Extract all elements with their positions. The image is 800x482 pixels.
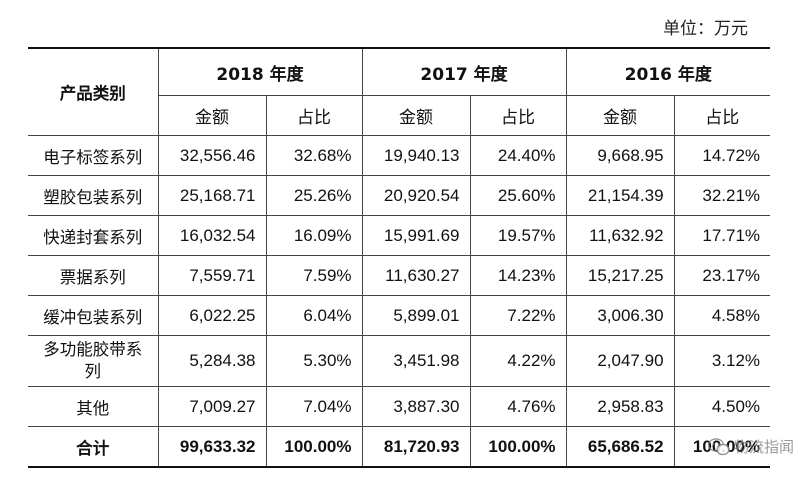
category-header: 产品类别 [28,47,159,136]
amount-cell: 2,047.90 [565,335,675,387]
amount-cell: 5,284.38 [157,335,267,387]
amount-cell: 32,556.46 [157,135,267,176]
ratio-cell: 25.26% [265,175,363,216]
ratio-cell: 14.23% [469,255,567,296]
category-cell: 其他 [28,386,159,427]
ratio-cell: 7.59% [265,255,363,296]
ratio-cell: 16.09% [265,215,363,256]
wechat-icon [707,437,730,455]
amount-cell: 65,686.52 [565,426,675,468]
category-cell: 电子标签系列 [28,135,159,176]
ratio-cell: 19.57% [469,215,567,256]
table-row: 多功能胶带系列 5,284.38 5.30% 3,451.98 4.22% 2,047.9… [28,335,771,387]
table-row: 电子标签系列 32,556.46 32.68% 19,940.13 24.40% 9,66… [28,135,771,176]
ratio-header: 占比 [469,95,567,136]
table-row: 快递封套系列 16,032.54 16.09% 15,991.69 19.57% 11,6… [28,215,771,256]
amount-header: 金额 [158,95,267,136]
table-row: 缓冲包装系列 6,022.25 6.04% 5,899.01 7.22% 3,006.30… [28,295,771,336]
amount-cell: 3,006.30 [565,295,675,336]
category-cell: 快递封套系列 [28,215,159,256]
amount-cell: 21,154.39 [565,175,675,216]
ratio-cell: 6.04% [265,295,363,336]
ratio-cell: 100.00% [469,426,567,468]
ratio-cell: 23.17% [673,255,771,296]
table-row: 塑胶包装系列 25,168.71 25.26% 20,920.54 25.60% 21,1… [28,175,771,216]
watermark-text: 物流指闻 [733,438,794,456]
ratio-cell: 17.71% [673,215,771,256]
amount-cell: 3,887.30 [361,386,471,427]
ratio-cell: 24.40% [469,135,567,176]
category-cell: 塑胶包装系列 [28,175,159,216]
ratio-cell: 5.30% [265,335,363,387]
amount-cell: 6,022.25 [157,295,267,336]
category-cell: 缓冲包装系列 [28,295,159,336]
amount-cell: 15,217.25 [565,255,675,296]
ratio-header: 占比 [265,95,363,136]
watermark: 物流指闻 [707,436,794,457]
ratio-cell: 4.58% [673,295,771,336]
ratio-cell: 7.04% [265,386,363,427]
ratio-cell: 32.68% [265,135,363,176]
amount-cell: 9,668.95 [565,135,675,176]
unit-label: 单位：万元 [663,19,748,39]
amount-cell: 15,991.69 [361,215,471,256]
amount-header: 金额 [565,95,675,136]
table-row: 其他 7,009.27 7.04% 3,887.30 4.76% 2,958.83 4.50… [28,386,771,427]
table-row: 票据系列 7,559.71 7.59% 11,630.27 14.23% 15,217.2… [28,255,771,296]
amount-header: 金额 [361,95,471,136]
ratio-cell: 14.72% [673,135,771,176]
ratio-cell: 7.22% [469,295,567,336]
amount-cell: 20,920.54 [361,175,471,216]
amount-cell: 19,940.13 [361,135,471,176]
amount-cell: 5,899.01 [361,295,471,336]
ratio-cell: 32.21% [673,175,771,216]
ratio-cell: 4.50% [673,386,771,427]
amount-cell: 16,032.54 [157,215,267,256]
ratio-cell: 3.12% [673,335,771,387]
amount-cell: 3,451.98 [361,335,471,387]
category-cell: 多功能胶带系列 [28,335,159,387]
ratio-header: 占比 [673,95,771,136]
amount-cell: 7,009.27 [157,386,267,427]
category-cell: 合计 [28,426,159,468]
amount-cell: 81,720.93 [361,426,471,468]
ratio-cell: 4.22% [469,335,567,387]
year-header-2016: 2016 年度 [565,47,771,96]
amount-cell: 99,633.32 [157,426,267,468]
amount-cell: 11,632.92 [565,215,675,256]
amount-cell: 11,630.27 [361,255,471,296]
ratio-cell: 25.60% [469,175,567,216]
category-cell: 票据系列 [28,255,159,296]
total-row: 合计 99,633.32 100.00% 81,720.93 100.00% 65,686… [28,426,771,468]
year-header-2017: 2017 年度 [361,47,567,96]
ratio-cell: 4.76% [469,386,567,427]
amount-cell: 25,168.71 [157,175,267,216]
year-header-2018: 2018 年度 [157,47,363,96]
ratio-cell: 100.00% [265,426,363,468]
amount-cell: 2,958.83 [565,386,675,427]
product-revenue-table: 产品类别 2018 年度 2017 年度 2016 年度 金额 占比 金额 占比… [28,47,771,468]
amount-cell: 7,559.71 [157,255,267,296]
